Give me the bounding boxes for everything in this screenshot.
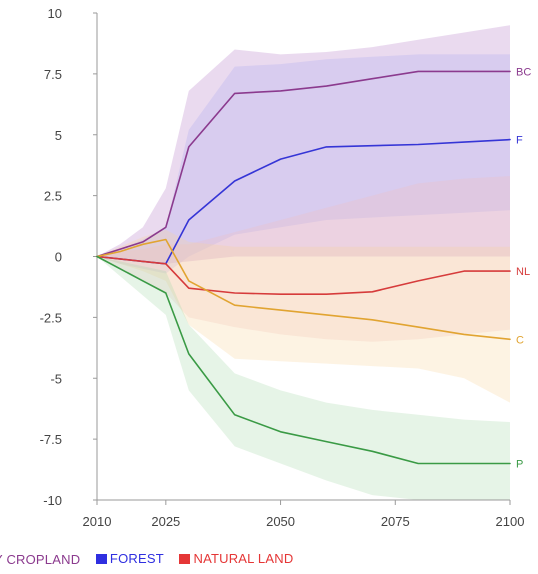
series-label-nl: NL (516, 266, 530, 278)
legend-item-natural-land: NATURAL LAND (179, 551, 293, 566)
series-label-p: P (516, 458, 523, 470)
x-tick-label: 2050 (266, 514, 295, 529)
y-tick-label: 0 (55, 250, 62, 265)
series-line-p (96, 255, 511, 465)
y-tick-label: -10 (43, 493, 62, 508)
y-tick-label: 2.5 (44, 189, 62, 204)
legend-item-cropland: Y CROPLAND (0, 552, 80, 567)
y-tick-label: 7.5 (44, 67, 62, 82)
series-label-f: F (516, 135, 523, 147)
y-tick-label: -2.5 (40, 310, 62, 325)
band-bc (97, 25, 510, 264)
x-tick-label: 2100 (496, 514, 525, 529)
series-line-bc (96, 70, 511, 258)
legend-swatch-forest (95, 553, 107, 564)
y-tick-label: -7.5 (40, 432, 62, 447)
y-tick-label: 5 (55, 128, 62, 143)
band-nl (97, 176, 510, 342)
uncertainty-bands (97, 25, 510, 500)
y-tick-label: -5 (50, 371, 62, 386)
x-tick-label: 2025 (151, 514, 180, 529)
legend-label-natural-land: NATURAL LAND (193, 551, 294, 566)
line-chart: 10 7.5 5 2.5 0 -2.5 -5 -7.5 -10 2010 2025 2050 2075 2… (40, 6, 532, 529)
band-c (97, 229, 510, 403)
series-label-c: C (516, 334, 524, 346)
legend-item-forest: FOREST (95, 551, 164, 566)
series-line-nl (96, 255, 511, 296)
series-line-c (96, 238, 511, 341)
axes: 10 7.5 5 2.5 0 -2.5 -5 -7.5 -10 2010 2025 2050 2075 2… (40, 6, 525, 529)
legend-label-forest: FOREST (109, 551, 164, 566)
series-label-bc: BC (516, 66, 531, 78)
legend-swatch-natural-land (179, 553, 191, 564)
legend-label-cropland: Y CROPLAND (0, 551, 81, 567)
series-end-labels: BC F NL C P (516, 66, 531, 470)
y-tick-label: 10 (48, 6, 62, 21)
x-tick-label: 2075 (381, 514, 410, 529)
band-f (97, 54, 510, 274)
legend: Y CROPLAND FOREST NATURAL LAND (0, 551, 305, 567)
band-p (97, 256, 510, 500)
series-lines (96, 70, 511, 465)
x-tick-label: 2010 (83, 514, 112, 529)
